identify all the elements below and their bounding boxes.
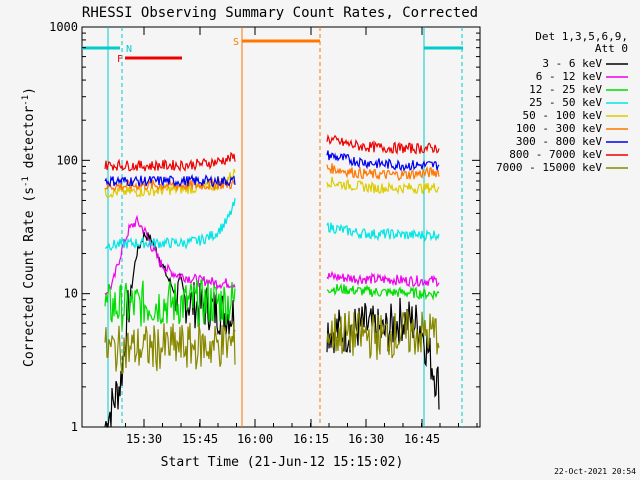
plot-marks: NF S — [82, 27, 463, 428]
series-line-1-seg-1 — [326, 270, 440, 288]
y-axis-label-end: ) — [22, 87, 37, 95]
series-line-7-seg-1 — [326, 133, 440, 155]
legend-label-6: 300 - 800 keV — [516, 135, 602, 148]
legend-label-3: 25 - 50 keV — [529, 96, 602, 109]
timestamp: 22-Oct-2021 20:54 — [554, 467, 636, 476]
y-axis-label: Corrected Count Rate (s-1 detector-1) — [21, 87, 37, 367]
y-axis-label-mid: detector — [22, 106, 37, 177]
series-line-3-seg-0 — [104, 197, 236, 252]
x-tick-label: 16:00 — [237, 432, 273, 446]
y-axis-label-sup2: -1 — [21, 95, 31, 106]
legend-label-5: 100 - 300 keV — [516, 122, 602, 135]
series-line-2-seg-0 — [104, 279, 236, 331]
legend-label-7: 800 - 7000 keV — [509, 148, 602, 161]
series-line-8-seg-0 — [104, 321, 236, 375]
flag-label-f: F — [117, 54, 123, 65]
legend-header-detectors: Det 1,3,5,6,9, — [535, 30, 628, 43]
legend-label-1: 6 - 12 keV — [536, 70, 603, 83]
series-line-7-seg-0 — [104, 151, 236, 172]
legend-header-attenuator: Att 0 — [595, 42, 628, 55]
series-line-5-seg-1 — [326, 163, 440, 182]
axis-ticks: 1 10 100 1000 15:30 15:45 16:00 16:15 16:30 16:45 — [49, 20, 480, 446]
y-tick-label: 1000 — [49, 20, 78, 34]
y-axis-label-sup1: -1 — [21, 176, 31, 187]
series-line-0-seg-1 — [326, 297, 440, 410]
flag-label-s: S — [233, 37, 239, 48]
chart-title: RHESSI Observing Summary Count Rates, Co… — [82, 5, 478, 21]
series-line-8-seg-1 — [326, 309, 440, 360]
y-tick-label: 1 — [71, 420, 78, 434]
flag-label-n: N — [126, 44, 132, 55]
x-tick-label: 16:30 — [348, 432, 384, 446]
legend-label-4: 50 - 100 keV — [523, 109, 603, 122]
x-tick-label: 15:45 — [182, 432, 218, 446]
legend-label-2: 12 - 25 keV — [529, 83, 602, 96]
x-axis-label: Start Time (21-Jun-12 15:15:02) — [161, 455, 404, 470]
plot-frame — [81, 26, 481, 428]
x-tick-label: 15:30 — [126, 432, 162, 446]
x-tick-label: 16:45 — [404, 432, 440, 446]
series-line-4-seg-1 — [326, 176, 440, 195]
y-tick-label: 100 — [56, 153, 78, 167]
series-line-2-seg-1 — [326, 282, 440, 301]
legend-label-0: 3 - 6 keV — [542, 57, 602, 70]
series-line-1-seg-0 — [104, 214, 236, 296]
series-line-6-seg-1 — [326, 150, 440, 172]
series-line-3-seg-1 — [326, 222, 440, 242]
legend-label-8: 7000 - 15000 keV — [496, 161, 602, 174]
y-tick-label: 10 — [64, 287, 78, 301]
series-line-6-seg-0 — [104, 173, 236, 188]
y-axis-label-main: Corrected Count Rate (s — [22, 187, 37, 367]
x-tick-label: 16:15 — [293, 432, 329, 446]
